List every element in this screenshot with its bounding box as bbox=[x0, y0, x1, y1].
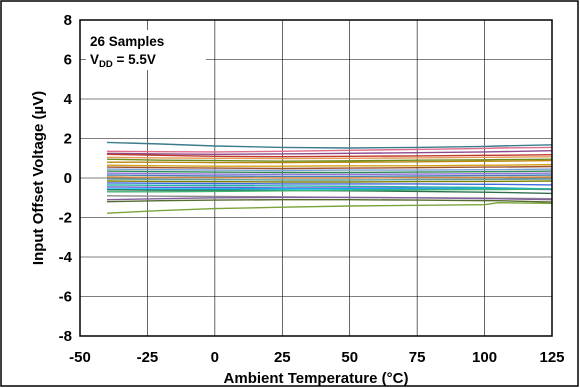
series-line-11 bbox=[106, 170, 553, 174]
series-line-16 bbox=[106, 180, 553, 183]
series-line-2 bbox=[106, 146, 553, 153]
x-tick-label: 25 bbox=[274, 349, 291, 366]
series-line-22 bbox=[107, 188, 553, 193]
y-tick-label: 4 bbox=[64, 91, 73, 108]
y-tick-label: 2 bbox=[64, 131, 72, 148]
series-line-13 bbox=[106, 174, 553, 178]
series-line-14 bbox=[106, 176, 553, 179]
series-line-4 bbox=[106, 153, 553, 158]
series-line-8 bbox=[106, 163, 553, 167]
y-tick-label: 6 bbox=[64, 52, 72, 69]
x-tick-label: 0 bbox=[211, 349, 219, 366]
series-line-10 bbox=[106, 168, 553, 172]
series-line-18 bbox=[106, 184, 553, 190]
series-line-12 bbox=[106, 172, 553, 176]
x-axis-title: Ambient Temperature (°C) bbox=[224, 370, 409, 387]
plot-border bbox=[79, 19, 553, 337]
annotation-vdd-value: = 5.5V bbox=[113, 52, 156, 67]
series-layer bbox=[106, 141, 553, 214]
annotation-vdd-subscript: DD bbox=[99, 59, 113, 70]
y-tick-label: 8 bbox=[64, 12, 72, 29]
x-tick-label: 100 bbox=[472, 349, 497, 366]
x-tick-label: 125 bbox=[539, 349, 564, 366]
y-tick-label: -2 bbox=[59, 210, 72, 227]
tick-labels: -50 -25 0 25 50 75 100 125 8 6 4 2 0 -2 -4 -6 -8 bbox=[59, 12, 565, 366]
series-line-26 bbox=[106, 201, 553, 214]
annotation-vdd: VDD = 5.5V bbox=[90, 52, 156, 70]
series-line-9 bbox=[106, 165, 553, 170]
series-line-1 bbox=[106, 141, 553, 149]
y-tick-label: -6 bbox=[59, 289, 72, 306]
y-tick-label: 0 bbox=[64, 170, 72, 187]
series-line-24 bbox=[106, 196, 553, 201]
series-line-25 bbox=[106, 199, 553, 203]
y-axis-title: Input Offset Voltage (µV) bbox=[30, 91, 47, 265]
y-tick-label: -8 bbox=[59, 328, 72, 345]
x-tick-label: -50 bbox=[69, 349, 91, 366]
series-line-15 bbox=[106, 178, 553, 181]
series-line-5 bbox=[106, 156, 553, 160]
x-tick-label: 50 bbox=[341, 349, 358, 366]
series-line-6 bbox=[106, 158, 553, 162]
series-line-3 bbox=[106, 150, 553, 156]
y-tick-label: -4 bbox=[59, 249, 73, 266]
series-line-7 bbox=[107, 159, 553, 164]
x-tick-label: 75 bbox=[409, 349, 426, 366]
annotation-box bbox=[86, 30, 206, 70]
annotation-samples: 26 Samples bbox=[90, 34, 164, 49]
annotation-vdd-main: V bbox=[90, 52, 99, 67]
series-line-17 bbox=[106, 182, 553, 186]
x-tick-label: -25 bbox=[137, 349, 159, 366]
